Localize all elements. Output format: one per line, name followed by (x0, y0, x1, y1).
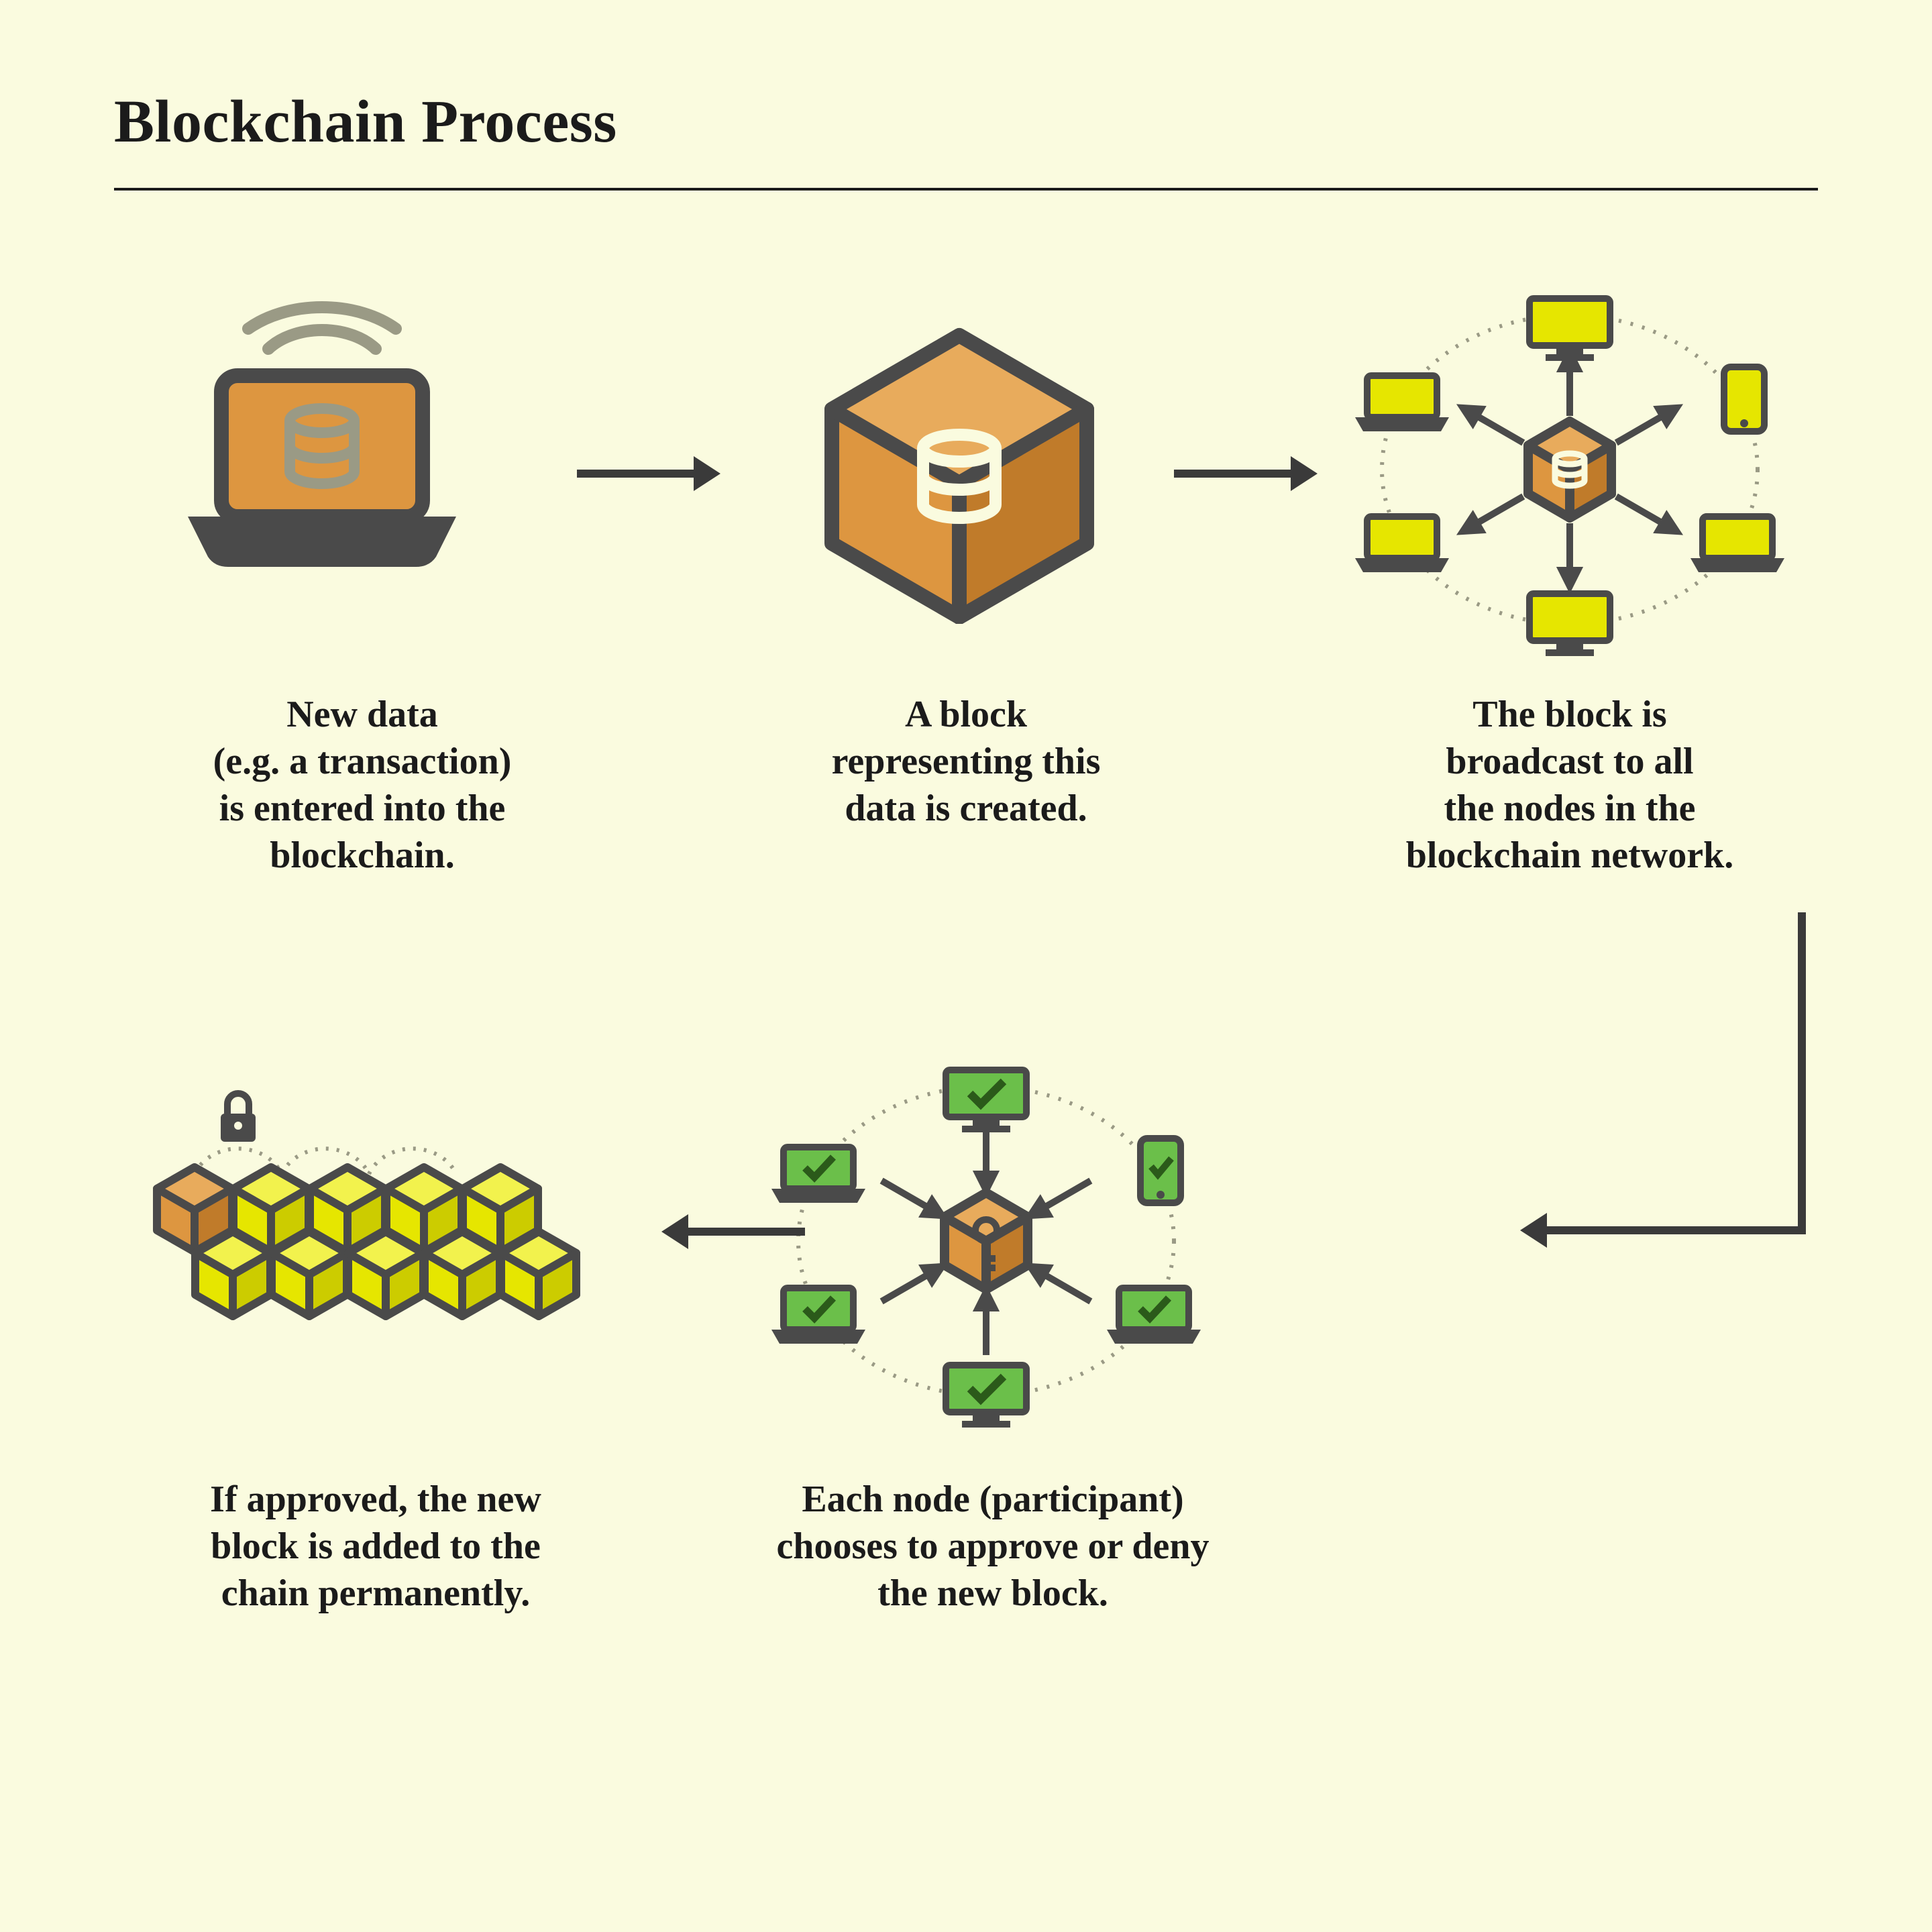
network-approve-icon (738, 1053, 1234, 1429)
arrow-4-5 (684, 1228, 805, 1236)
chain-lock-icon (107, 1067, 657, 1402)
step2-caption: A block representing this data is create… (724, 691, 1208, 832)
cube-icon (792, 315, 1127, 624)
step1-caption: New data (e.g. a transaction) is entered… (121, 691, 604, 879)
arrow-2-3 (1174, 470, 1295, 478)
network-broadcast-icon (1322, 282, 1818, 657)
arrow-1-2 (577, 470, 698, 478)
page: Blockchain Process (0, 0, 1932, 1932)
title-rule (114, 188, 1818, 191)
page-title: Blockchain Process (114, 87, 617, 156)
step3-caption: The block is broadcast to all the nodes … (1328, 691, 1811, 879)
step5-caption: If approved, the new block is added to t… (134, 1476, 617, 1617)
step4-caption: Each node (participant) chooses to appro… (738, 1476, 1248, 1617)
laptop-icon (148, 288, 496, 597)
